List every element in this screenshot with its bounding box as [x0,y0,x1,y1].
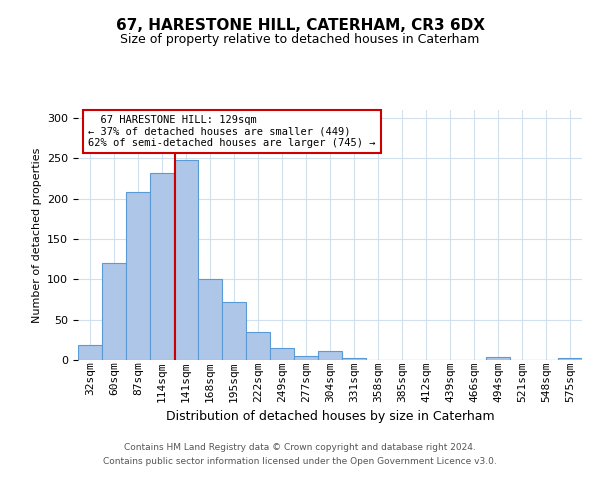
Text: Contains HM Land Registry data © Crown copyright and database right 2024.: Contains HM Land Registry data © Crown c… [124,442,476,452]
Bar [270,348,294,360]
Bar [342,358,366,360]
Bar [222,302,246,360]
Bar [558,358,582,360]
Bar [78,346,102,360]
Bar [246,332,270,360]
Bar [174,160,198,360]
Text: 67 HARESTONE HILL: 129sqm  
← 37% of detached houses are smaller (449)
62% of se: 67 HARESTONE HILL: 129sqm ← 37% of detac… [88,115,376,148]
Bar [102,263,126,360]
Bar [486,357,510,360]
Text: Contains public sector information licensed under the Open Government Licence v3: Contains public sector information licen… [103,458,497,466]
Bar [150,173,174,360]
Y-axis label: Number of detached properties: Number of detached properties [32,148,41,322]
Bar [198,280,222,360]
Text: Size of property relative to detached houses in Caterham: Size of property relative to detached ho… [121,32,479,46]
Bar [126,192,150,360]
Bar [318,351,342,360]
Text: 67, HARESTONE HILL, CATERHAM, CR3 6DX: 67, HARESTONE HILL, CATERHAM, CR3 6DX [115,18,485,32]
X-axis label: Distribution of detached houses by size in Caterham: Distribution of detached houses by size … [166,410,494,423]
Bar [294,356,318,360]
